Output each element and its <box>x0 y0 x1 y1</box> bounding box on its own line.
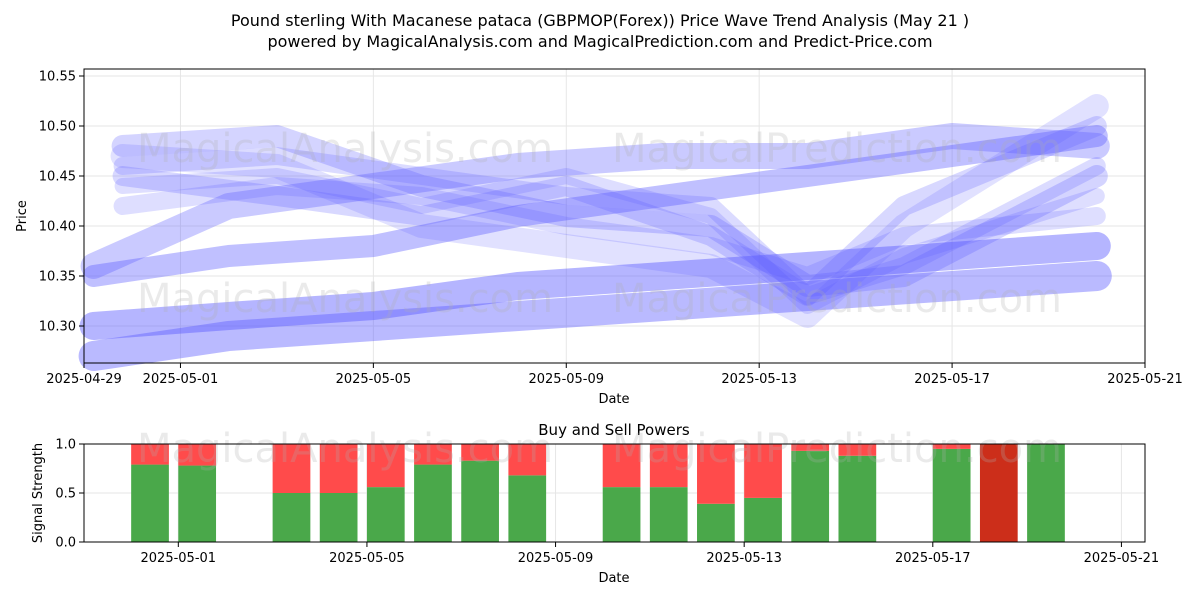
signal-chart-title: Buy and Sell Powers <box>538 421 690 439</box>
price-y-tick-label-2: 10.40 <box>39 220 76 235</box>
price-wave-line-8 <box>112 116 1107 306</box>
sell-bar-2 <box>272 444 311 493</box>
price-plot-frame <box>83 68 1146 364</box>
signal-x-tick-label-3: 2025-05-13 <box>706 551 782 566</box>
sell-bar-3 <box>319 444 358 493</box>
sell-bar-7 <box>508 444 547 476</box>
signal-x-ticks: 2025-05-01 2025-05-05 2025-05-09 2025-05-13… <box>141 542 1160 566</box>
signal-x-tick-label-2: 2025-05-09 <box>518 551 594 566</box>
buy-bar-5 <box>414 464 452 542</box>
price-x-tick-label-3: 2025-05-09 <box>528 372 604 387</box>
buy-bar-9 <box>649 487 688 542</box>
signal-y-ticks: 0.0 0.5 1.0 <box>55 438 84 551</box>
sell-bar-8 <box>602 444 641 488</box>
signal-x-tick-label-4: 2025-05-17 <box>895 551 971 566</box>
sell-bar-10 <box>697 444 735 504</box>
price-wave-line-10 <box>78 261 1112 371</box>
price-y-tick-label-0: 10.30 <box>39 320 76 335</box>
buy-bar-12 <box>791 450 830 542</box>
price-x-tick-label-4: 2025-05-13 <box>721 372 797 387</box>
price-x-axis-label: Date <box>598 392 629 407</box>
price-y-axis-label: Price <box>15 200 30 232</box>
sell-bar-11 <box>744 444 782 498</box>
price-grid <box>83 69 1146 363</box>
price-x-tick-label-0: 2025-04-29 <box>46 372 122 387</box>
buy-bar-4 <box>366 487 405 542</box>
signal-x-tick-label-0: 2025-05-01 <box>141 551 217 566</box>
price-x-tick-label-5: 2025-05-17 <box>914 372 990 387</box>
signal-bars <box>131 444 1065 542</box>
signal-x-tick-label-5: 2025-05-21 <box>1084 551 1160 566</box>
price-x-tick-label-1: 2025-05-01 <box>143 372 219 387</box>
sell-bar-13 <box>838 444 877 456</box>
sell-bar-6 <box>461 444 499 461</box>
price-y-ticks: 10.30 10.35 10.40 10.45 10.50 10.55 <box>39 70 84 335</box>
buy-bar-0 <box>131 464 169 542</box>
price-wave-line-7 <box>110 94 1109 328</box>
buy-bar-7 <box>508 475 547 542</box>
signal-y-tick-label-1: 0.5 <box>55 487 76 502</box>
signal-chart: Buy and Sell Powers MagicalAnalysis.com … <box>31 421 1159 586</box>
price-wave-line-1 <box>79 232 1111 340</box>
watermark-bottom-left: MagicalAnalysis.com <box>137 426 553 472</box>
price-x-ticks: 2025-04-29 2025-05-01 2025-05-05 2025-05-09… <box>46 363 1183 387</box>
price-wave-line-9 <box>113 177 1106 285</box>
price-y-tick-label-4: 10.50 <box>39 120 76 135</box>
buy-bar-3 <box>319 493 358 542</box>
figure-title-line1: Pound sterling With Macanese pataca (GBP… <box>231 11 969 30</box>
buy-bar-10 <box>697 503 735 542</box>
buy-bar-1 <box>178 465 217 542</box>
buy-bar-11 <box>744 497 782 542</box>
buy-bar-2 <box>272 493 311 542</box>
watermark-mid-left: MagicalAnalysis.com <box>137 276 553 322</box>
buy-bar-16 <box>1027 444 1065 542</box>
price-y-tick-label-1: 10.35 <box>39 270 76 285</box>
buy-bar-8 <box>602 487 641 542</box>
signal-y-tick-label-0: 0.0 <box>55 536 76 551</box>
watermark-top-right: MagicalPrediction.com <box>612 126 1062 172</box>
price-wave-line-6 <box>114 168 1105 314</box>
watermark-mid-right: MagicalPrediction.com <box>612 276 1062 322</box>
signal-x-tick-label-1: 2025-05-05 <box>329 551 405 566</box>
buy-bar-14 <box>932 448 971 542</box>
signal-y-axis-label: Signal Strength <box>31 443 46 543</box>
price-waves <box>78 94 1112 371</box>
watermark-bottom-right: MagicalPrediction.com <box>612 426 1062 472</box>
sell-bar-12 <box>791 444 830 451</box>
sell-bar-14 <box>932 444 971 449</box>
signal-x-axis-label: Date <box>598 571 629 586</box>
price-wave-line-5 <box>111 125 1108 297</box>
watermark-top-left: MagicalAnalysis.com <box>137 126 553 172</box>
sell-bar-0 <box>131 444 169 465</box>
sell-bar-9 <box>649 444 688 488</box>
price-x-tick-label-6: 2025-05-21 <box>1107 372 1183 387</box>
signal-y-tick-label-2: 1.0 <box>55 438 76 453</box>
buy-bar-13 <box>838 455 877 542</box>
price-wave-line-4 <box>113 147 1106 305</box>
price-wave-line-3 <box>80 123 1110 279</box>
sell-bar-15 <box>979 444 1018 542</box>
sell-bar-1 <box>178 444 217 466</box>
price-y-tick-label-3: 10.45 <box>39 170 76 185</box>
sell-bar-4 <box>366 444 405 488</box>
sell-bar-5 <box>414 444 452 465</box>
price-chart: MagicalAnalysis.com MagicalPrediction.co… <box>15 68 1183 407</box>
price-x-tick-label-2: 2025-05-05 <box>336 372 412 387</box>
price-y-tick-label-5: 10.55 <box>39 70 76 85</box>
buy-bar-6 <box>461 460 499 542</box>
figure-title-line2: powered by MagicalAnalysis.com and Magic… <box>267 32 932 51</box>
price-wave-line-2 <box>82 125 1108 287</box>
